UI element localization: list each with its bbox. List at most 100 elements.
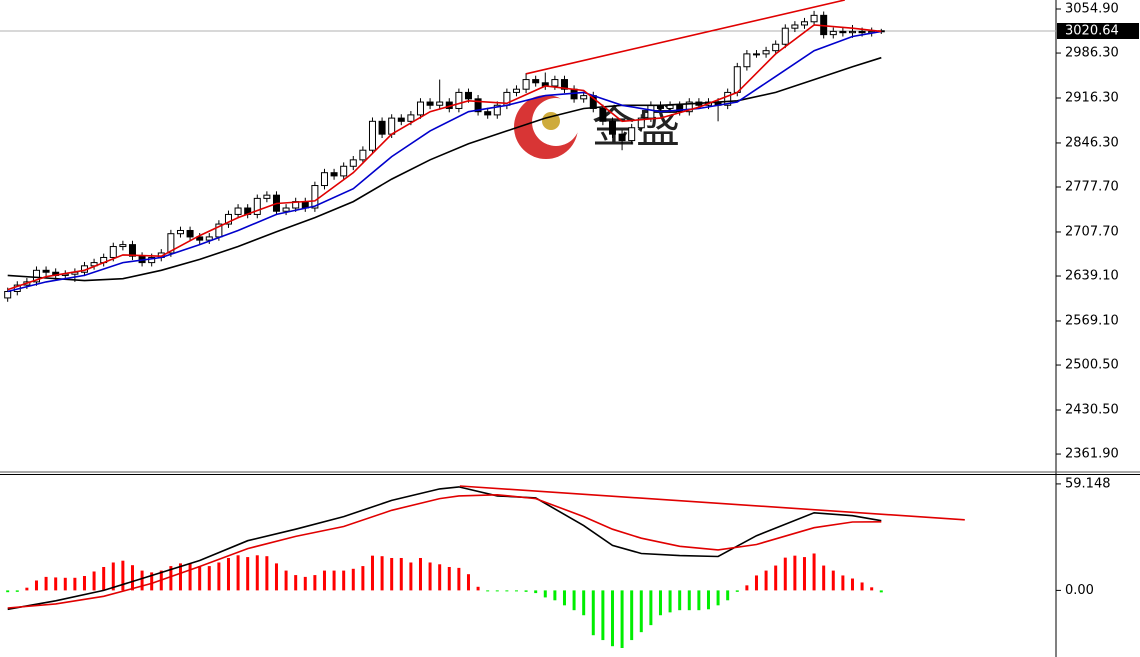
macd-bar [620, 590, 624, 648]
macd-bar [121, 560, 125, 591]
macd-bar [303, 576, 307, 591]
macd-bar [294, 575, 298, 591]
candle-body [647, 104, 655, 119]
y-tick-label: 2639.10 [1065, 269, 1119, 284]
macd-bar [390, 557, 394, 591]
macd-bar [524, 590, 528, 592]
macd-bar [505, 590, 509, 592]
y-tick-label: 3054.90 [1065, 1, 1119, 16]
macd-bar [630, 590, 634, 641]
candle-body [474, 98, 482, 113]
macd-bar [361, 566, 365, 591]
candle-body [484, 111, 492, 116]
macd-bar [217, 562, 221, 591]
candle-body [311, 185, 319, 209]
candle-body [618, 133, 626, 142]
macd-bar [668, 590, 672, 613]
macd-bar [150, 572, 154, 591]
candle-body [359, 149, 367, 161]
macd-bar [370, 555, 374, 591]
candle-body [397, 117, 405, 122]
macd-bar [54, 577, 58, 591]
macd-bar [34, 580, 38, 591]
candle-body [781, 27, 789, 45]
candle-body [493, 104, 501, 116]
candle-body [810, 14, 818, 23]
candle-body [32, 269, 40, 283]
macd-bar [265, 556, 269, 591]
macd-bar [102, 566, 106, 591]
y-tick-label: 2569.10 [1065, 313, 1119, 328]
candle-body [464, 91, 472, 100]
macd-bar [658, 590, 662, 616]
macd-bar [735, 590, 739, 592]
macd-bar [351, 568, 355, 591]
candle-body [119, 244, 127, 248]
moving-average [7, 24, 882, 291]
macd-bar [870, 587, 874, 591]
candle-body [676, 104, 684, 113]
candle-body [608, 120, 616, 135]
y-tick-label: 2777.70 [1065, 180, 1119, 195]
candle-body [628, 127, 636, 142]
candle-body [263, 194, 271, 199]
macd-bar [428, 562, 432, 591]
candle-body [733, 66, 741, 93]
macd-bar [313, 575, 317, 591]
macd-bar [649, 590, 653, 626]
macd-bar [879, 590, 883, 593]
macd-bar [274, 563, 278, 591]
macd-bar [44, 576, 48, 591]
macd-bar [841, 575, 845, 591]
macd-bar [188, 563, 192, 591]
candle-body [762, 50, 770, 55]
macd-bar [82, 575, 86, 591]
macd-bar [207, 566, 211, 591]
moving-average [7, 30, 882, 293]
macd-bar [399, 557, 403, 591]
macd-bar [726, 590, 730, 601]
candle-body [205, 236, 213, 241]
macd-bar [169, 566, 173, 591]
macd-bar [226, 557, 230, 591]
y-tick-label: 59.148 [1065, 476, 1111, 491]
y-tick-label: 2707.70 [1065, 224, 1119, 239]
macd-bar [73, 577, 77, 591]
macd-line [7, 493, 882, 609]
candle-body [320, 172, 328, 187]
macd-bar [764, 570, 768, 591]
trend-line [525, 0, 845, 75]
candle-body [752, 53, 760, 56]
candle-body [791, 24, 799, 29]
macd-bar [793, 555, 797, 591]
candle-body [455, 91, 463, 109]
macd-bar [246, 557, 250, 591]
y-tick-label: 0.00 [1065, 583, 1094, 598]
logo-dot [542, 112, 560, 130]
candle-body [743, 53, 751, 68]
macd-bar [514, 590, 518, 592]
candle-body [148, 256, 156, 264]
macd-bar [438, 564, 442, 591]
candle-body [186, 229, 194, 238]
macd-bar [754, 575, 758, 591]
macd-bar [466, 574, 470, 591]
candle-body [128, 244, 136, 257]
macd-bar [322, 570, 326, 591]
candle-body [349, 159, 357, 167]
macd-bar [457, 567, 461, 591]
macd-bar [850, 578, 854, 591]
macd-bar [783, 557, 787, 591]
y-tick-label: 2500.50 [1065, 358, 1119, 373]
macd-bar [198, 566, 202, 591]
candle-body [176, 229, 184, 235]
candle-body [340, 165, 348, 177]
macd-bar [534, 590, 538, 594]
macd-bar [716, 590, 720, 606]
last-price-box [1057, 22, 1139, 39]
macd-bar [92, 571, 96, 591]
y-tick-label: 2846.30 [1065, 135, 1119, 150]
candle-body [436, 101, 444, 106]
macd-bar [572, 590, 576, 611]
